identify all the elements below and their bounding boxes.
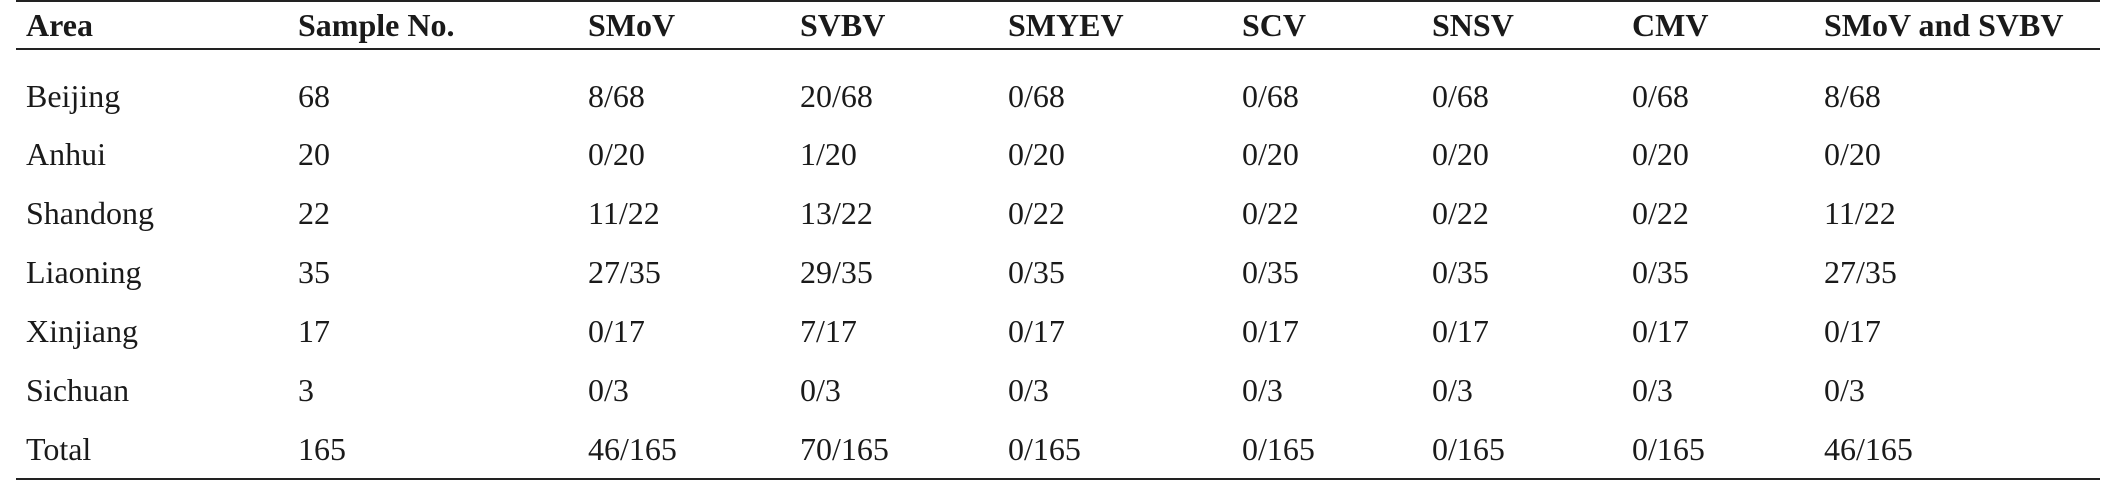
cell-sample-no: 3 [298,372,314,408]
cell-sample-no: 22 [298,195,330,231]
cell-area: Xinjiang [26,313,138,349]
cell-snsv: 0/17 [1432,313,1489,349]
cell-smov-and-svbv: 11/22 [1824,195,1896,231]
cell-smov-and-svbv: 0/17 [1824,313,1881,349]
cell-cmv: 0/22 [1632,195,1689,231]
cell-smov-and-svbv: 27/35 [1824,254,1897,290]
cell-snsv: 0/20 [1432,136,1489,172]
cell-snsv: 0/3 [1432,372,1473,408]
cell-sample-no: 165 [288,420,578,480]
cell-smov: 11/22 [588,195,660,231]
cell-smyev: 0/17 [1008,313,1065,349]
virus-detection-table: Area Sample No. SMoV SVBV SMYEV SCV SNSV… [16,0,2100,480]
cell-smov: 46/165 [578,420,790,480]
cell-smov-and-svbv: 8/68 [1824,78,1881,114]
cell-cmv: 0/68 [1632,78,1689,114]
header-area: Area [16,0,288,50]
table-row: Sichuan 3 0/3 0/3 0/3 0/3 0/3 0/3 0/3 [16,361,2100,420]
cell-scv: 0/22 [1242,195,1299,231]
cell-svbv: 0/3 [800,372,841,408]
header-row: Area Sample No. SMoV SVBV SMYEV SCV SNSV… [16,0,2100,50]
cell-smov: 0/20 [588,136,645,172]
cell-svbv: 20/68 [800,78,873,114]
cell-smyev: 0/20 [1008,136,1065,172]
cell-snsv: 0/22 [1432,195,1489,231]
cell-smov: 27/35 [588,254,661,290]
cell-svbv: 70/165 [790,420,998,480]
cell-smyev: 0/68 [1008,78,1065,114]
header-svbv: SVBV [790,0,998,50]
header-sample-no: Sample No. [288,0,578,50]
cell-area: Anhui [26,136,106,172]
cell-smyev: 0/165 [998,420,1232,480]
table-header: Area Sample No. SMoV SVBV SMYEV SCV SNSV… [16,0,2100,50]
cell-cmv: 0/20 [1632,136,1689,172]
cell-smyev: 0/35 [1008,254,1065,290]
cell-cmv: 0/165 [1622,420,1814,480]
cell-area: Sichuan [26,372,130,408]
table-row: Xinjiang 17 0/17 7/17 0/17 0/17 0/17 0/1… [16,302,2100,361]
cell-svbv: 1/20 [800,136,857,172]
cell-sample-no: 20 [298,136,330,172]
cell-area: Total [16,420,288,480]
table-row: Shandong 22 11/22 13/22 0/22 0/22 0/22 0… [16,184,2100,243]
cell-snsv: 0/35 [1432,254,1489,290]
cell-smyev: 0/22 [1008,195,1065,231]
table-row: Beijing 68 8/68 20/68 0/68 0/68 0/68 0/6… [16,49,2100,125]
cell-area: Beijing [26,78,121,114]
cell-cmv: 0/17 [1632,313,1689,349]
cell-scv: 0/68 [1242,78,1299,114]
cell-snsv: 0/68 [1432,78,1489,114]
cell-smov: 0/17 [588,313,645,349]
cell-area: Liaoning [26,254,142,290]
cell-smov-and-svbv: 46/165 [1814,420,2100,480]
header-smov: SMoV [578,0,790,50]
table-row: Liaoning 35 27/35 29/35 0/35 0/35 0/35 0… [16,243,2100,302]
data-table-container: Area Sample No. SMoV SVBV SMYEV SCV SNSV… [16,0,2100,480]
cell-smyev: 0/3 [1008,372,1049,408]
cell-smov-and-svbv: 0/20 [1824,136,1881,172]
cell-sample-no: 68 [298,78,330,114]
cell-scv: 0/17 [1242,313,1299,349]
header-snsv: SNSV [1422,0,1622,50]
cell-scv: 0/3 [1242,372,1283,408]
cell-snsv: 0/165 [1422,420,1622,480]
header-smyev: SMYEV [998,0,1232,50]
table-body: Beijing 68 8/68 20/68 0/68 0/68 0/68 0/6… [16,49,2100,480]
cell-cmv: 0/35 [1632,254,1689,290]
cell-sample-no: 17 [298,313,330,349]
cell-area: Shandong [26,195,154,231]
cell-scv: 0/165 [1232,420,1422,480]
header-cmv: CMV [1622,0,1814,50]
cell-scv: 0/20 [1242,136,1299,172]
cell-cmv: 0/3 [1632,372,1673,408]
cell-smov-and-svbv: 0/3 [1824,372,1865,408]
cell-smov: 8/68 [588,78,645,114]
header-smov-and-svbv: SMoV and SVBV [1814,0,2100,50]
table-row-total: Total 165 46/165 70/165 0/165 0/165 0/16… [16,420,2100,480]
cell-svbv: 29/35 [800,254,873,290]
cell-scv: 0/35 [1242,254,1299,290]
cell-sample-no: 35 [298,254,330,290]
cell-svbv: 7/17 [800,313,857,349]
header-scv: SCV [1232,0,1422,50]
cell-svbv: 13/22 [800,195,873,231]
table-row: Anhui 20 0/20 1/20 0/20 0/20 0/20 0/20 0… [16,125,2100,184]
cell-smov: 0/3 [588,372,629,408]
